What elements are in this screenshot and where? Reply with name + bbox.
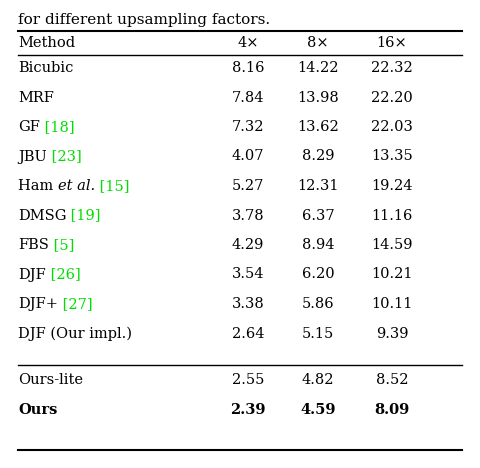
Text: MRF: MRF [18, 90, 54, 104]
Text: 3.54: 3.54 [232, 268, 264, 281]
Text: DMSG: DMSG [18, 209, 67, 222]
Text: DJF (Our impl.): DJF (Our impl.) [18, 326, 132, 341]
Text: 13.98: 13.98 [297, 90, 339, 104]
Text: 6.20: 6.20 [302, 268, 334, 281]
Text: 2.39: 2.39 [230, 403, 266, 417]
Text: 4.29: 4.29 [232, 238, 264, 252]
Text: 3.78: 3.78 [232, 209, 264, 222]
Text: [27]: [27] [58, 297, 93, 311]
Text: 5.15: 5.15 [302, 327, 334, 341]
Text: 8.29: 8.29 [302, 149, 334, 163]
Text: FBS: FBS [18, 238, 49, 252]
Text: [15]: [15] [95, 179, 130, 193]
Text: [19]: [19] [67, 209, 101, 222]
Text: 6.37: 6.37 [302, 209, 334, 222]
Text: 8.09: 8.09 [374, 403, 409, 417]
Text: 8.16: 8.16 [232, 61, 264, 75]
Text: Ours-lite: Ours-lite [18, 373, 83, 387]
Text: [18]: [18] [40, 120, 74, 134]
Text: 9.39: 9.39 [376, 327, 408, 341]
Text: Bicubic: Bicubic [18, 61, 73, 75]
Text: 22.03: 22.03 [371, 120, 413, 134]
Text: 5.27: 5.27 [232, 179, 264, 193]
Text: 14.22: 14.22 [297, 61, 339, 75]
Text: 7.32: 7.32 [232, 120, 264, 134]
Text: 10.21: 10.21 [371, 268, 413, 281]
Text: 8.94: 8.94 [302, 238, 334, 252]
Text: for different upsampling factors.: for different upsampling factors. [18, 13, 270, 27]
Text: 4×: 4× [237, 36, 259, 50]
Text: GF: GF [18, 120, 40, 134]
Text: 19.24: 19.24 [371, 179, 413, 193]
Text: DJF: DJF [18, 268, 46, 281]
Text: 2.64: 2.64 [232, 327, 264, 341]
Text: 2.55: 2.55 [232, 373, 264, 387]
Text: 4.82: 4.82 [302, 373, 334, 387]
Text: 22.32: 22.32 [371, 61, 413, 75]
Text: 8×: 8× [307, 36, 329, 50]
Text: 16×: 16× [377, 36, 408, 50]
Text: 13.35: 13.35 [371, 149, 413, 163]
Text: 11.16: 11.16 [372, 209, 413, 222]
Text: 14.59: 14.59 [371, 238, 413, 252]
Text: 4.59: 4.59 [300, 403, 336, 417]
Text: Method: Method [18, 36, 75, 50]
Text: 8.52: 8.52 [376, 373, 408, 387]
Text: et al.: et al. [58, 179, 95, 193]
Text: 3.38: 3.38 [232, 297, 264, 311]
Text: 12.31: 12.31 [297, 179, 339, 193]
Text: [23]: [23] [47, 149, 82, 163]
Text: 13.62: 13.62 [297, 120, 339, 134]
Text: [5]: [5] [49, 238, 74, 252]
Text: DJF+: DJF+ [18, 297, 58, 311]
Text: 10.11: 10.11 [372, 297, 413, 311]
Text: 5.86: 5.86 [302, 297, 334, 311]
Text: 4.07: 4.07 [232, 149, 264, 163]
Text: JBU: JBU [18, 149, 47, 163]
Text: [26]: [26] [46, 268, 81, 281]
Text: 22.20: 22.20 [371, 90, 413, 104]
Text: 7.84: 7.84 [232, 90, 264, 104]
Text: Ham: Ham [18, 179, 58, 193]
Text: Ours: Ours [18, 403, 58, 417]
